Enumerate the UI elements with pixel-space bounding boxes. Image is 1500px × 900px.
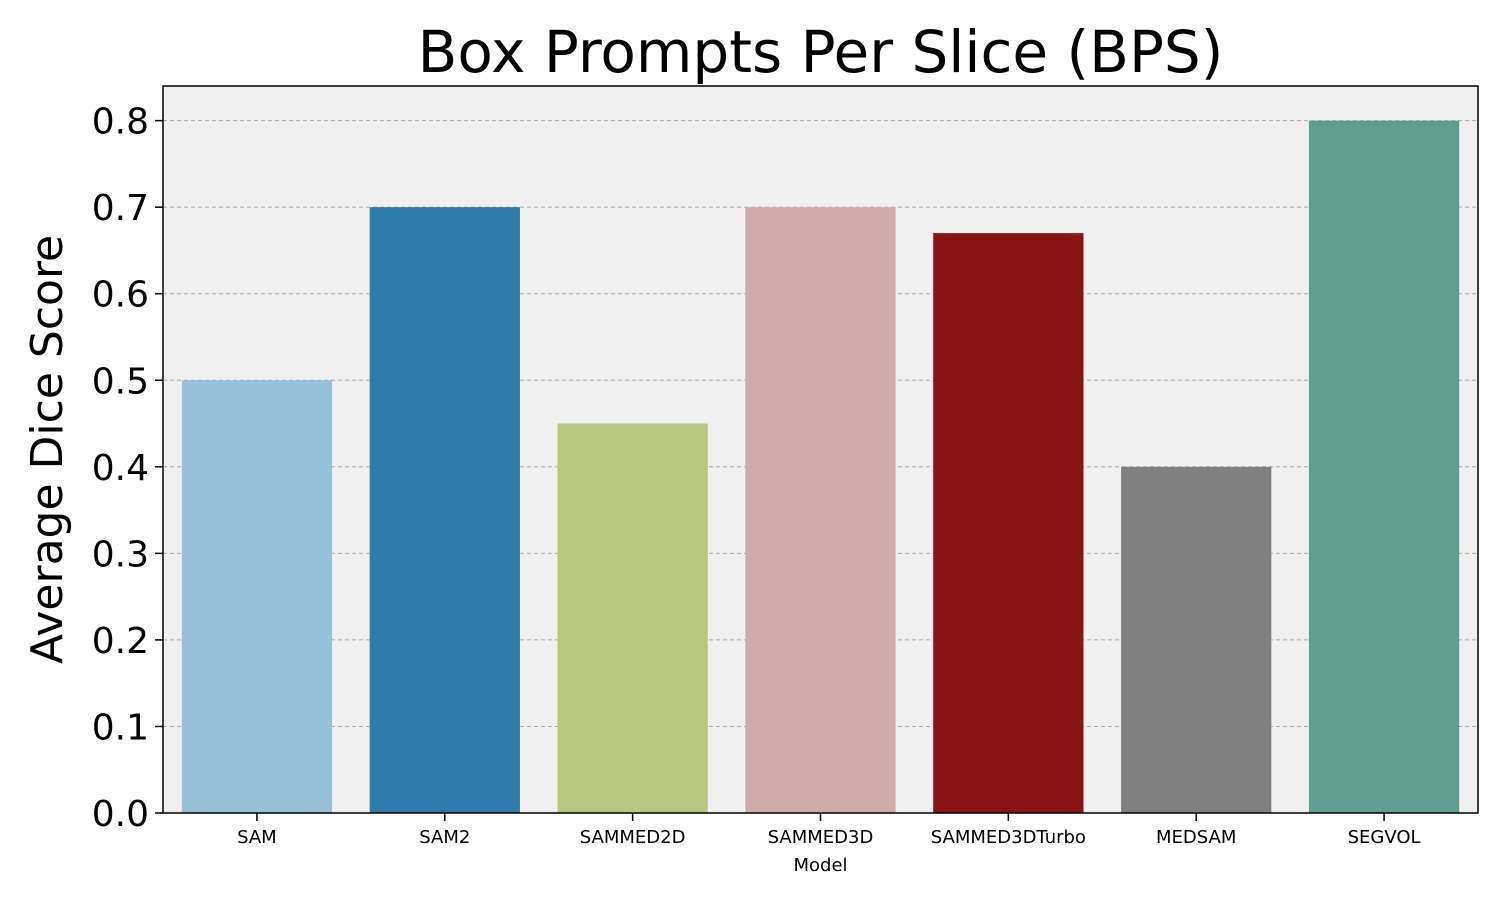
x-tick-label: MEDSAM	[1156, 827, 1236, 848]
y-tick-label: 0.0	[92, 794, 149, 835]
y-axis-ticks: 0.0 0.1 0.2 0.3 0.4 0.5 0.6 0.7 0.8	[92, 102, 163, 835]
x-tick-label: SAM	[237, 827, 277, 848]
bars	[181, 120, 1460, 814]
x-axis-ticks: SAM SAM2 SAMMED2D SAMMED3D SAMMED3DTurbo MEDS…	[237, 813, 1421, 848]
y-axis-label: Average Dice Score	[22, 235, 73, 664]
bar-medsam	[1121, 466, 1272, 813]
bar-sammed3d	[745, 207, 896, 813]
bar-sam	[181, 380, 333, 813]
y-tick-label: 0.6	[92, 275, 149, 316]
y-tick-label: 0.7	[92, 188, 149, 229]
y-tick-label: 0.8	[92, 102, 149, 143]
y-tick-label: 0.4	[92, 448, 149, 489]
x-tick-label: SAMMED2D	[580, 827, 686, 848]
y-tick-label: 0.5	[92, 361, 149, 402]
x-axis-label: Model	[793, 855, 847, 876]
bar-sammed2d	[557, 423, 708, 813]
y-tick-label: 0.3	[92, 534, 149, 575]
bar-sammed3dturbo	[933, 233, 1084, 813]
chart-title: Box Prompts Per Slice (BPS)	[418, 18, 1224, 86]
x-tick-label: SEGVOL	[1348, 827, 1421, 848]
y-tick-label: 0.2	[92, 621, 149, 662]
bar-sam2	[369, 207, 520, 813]
x-tick-label: SAM2	[419, 827, 470, 848]
x-tick-label: SAMMED3D	[768, 827, 874, 848]
bar-segvol	[1308, 120, 1460, 814]
x-tick-label: SAMMED3DTurbo	[931, 827, 1086, 848]
y-tick-label: 0.1	[92, 707, 149, 748]
